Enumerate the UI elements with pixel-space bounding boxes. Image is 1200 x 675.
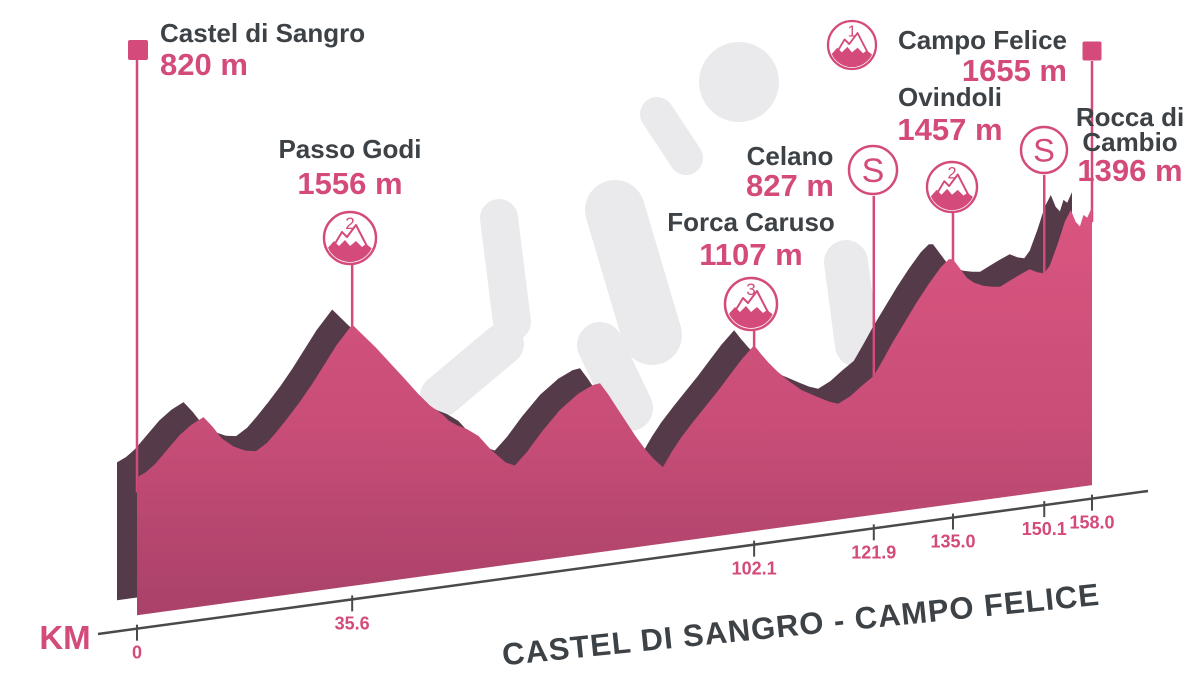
campo-felice-climb-category-icon: 1 bbox=[826, 19, 878, 71]
axis-tick: 0 bbox=[132, 624, 142, 663]
category-number: 1 bbox=[848, 24, 857, 41]
forca-caruso-name-label: Forca Caruso bbox=[667, 207, 835, 237]
axis-tick-label: 150.1 bbox=[1022, 519, 1067, 539]
km-axis-ticks: 0 35.6 102.1 121.9 135.0 150.1 158.0 bbox=[132, 494, 1115, 663]
celano-name-label: Celano bbox=[747, 141, 834, 171]
axis-tick: 158.0 bbox=[1069, 494, 1115, 533]
km-axis-line bbox=[97, 489, 1149, 636]
sprint-circle bbox=[1019, 125, 1069, 175]
finish-marker bbox=[1082, 41, 1102, 61]
mountain-icon bbox=[829, 32, 875, 68]
watermark-graphic bbox=[420, 42, 879, 431]
celano-elevation-label: 827 m bbox=[746, 168, 834, 203]
mountain-icon bbox=[727, 290, 775, 328]
rocca-di-cambio-name-label: Rocca di bbox=[1076, 102, 1184, 132]
ovindoli-name-label: Ovindoli bbox=[898, 82, 1002, 112]
axis-tick: 135.0 bbox=[930, 513, 976, 552]
km-axis-unit-label: KM bbox=[39, 619, 90, 656]
axis-tick: 121.9 bbox=[851, 524, 896, 562]
start-elevation-label: 820 m bbox=[160, 47, 248, 82]
axis-tick-label: 102.1 bbox=[732, 559, 777, 579]
mountain-icon bbox=[928, 173, 976, 211]
profile-face bbox=[137, 207, 1092, 616]
rocca-di-cambio-sprint-icon: S bbox=[1019, 125, 1069, 175]
start-name-label: Castel di Sangro bbox=[160, 18, 365, 48]
sprint-letter: S bbox=[862, 152, 885, 190]
forca-caruso-climb-category-icon: 3 bbox=[723, 276, 779, 332]
campo-felice-name-label: Campo Felice bbox=[898, 25, 1067, 55]
axis-tick: 150.1 bbox=[1022, 501, 1067, 539]
stage-title: CASTEL DI SANGRO - CAMPO FELICE bbox=[500, 577, 1101, 673]
axis-tick-label: 0 bbox=[132, 643, 142, 663]
category-number: 2 bbox=[345, 214, 354, 233]
rocca-di-cambio-name-label: Cambio bbox=[1082, 127, 1177, 157]
passo-godi-name-label: Passo Godi bbox=[278, 134, 421, 164]
axis-tick: 35.6 bbox=[335, 595, 370, 633]
axis-tick: 102.1 bbox=[732, 540, 777, 579]
sprint-letter: S bbox=[1033, 133, 1055, 169]
axis-tick-label: 158.0 bbox=[1069, 513, 1114, 533]
passo-godi-climb-category-icon: 2 bbox=[322, 210, 378, 266]
axis-tick-label: 121.9 bbox=[851, 542, 896, 562]
category-number: 3 bbox=[746, 280, 755, 299]
axis-tick-label: 35.6 bbox=[335, 613, 370, 633]
ovindoli-elevation-label: 1457 m bbox=[897, 112, 1002, 147]
axis-tick-label: 135.0 bbox=[930, 532, 975, 552]
ovindoli-climb-category-icon: 2 bbox=[925, 160, 979, 214]
mountain-icon bbox=[326, 224, 374, 262]
category-number: 2 bbox=[947, 164, 956, 182]
rocca-di-cambio-elevation-label: 1396 m bbox=[1077, 153, 1182, 188]
sprint-circle bbox=[847, 144, 899, 196]
forca-caruso-elevation-label: 1107 m bbox=[699, 237, 802, 272]
campo-felice-elevation-label: 1655 m bbox=[962, 53, 1067, 88]
start-marker bbox=[128, 40, 148, 60]
passo-godi-elevation-label: 1556 m bbox=[297, 166, 402, 201]
celano-sprint-icon: S bbox=[847, 144, 899, 196]
